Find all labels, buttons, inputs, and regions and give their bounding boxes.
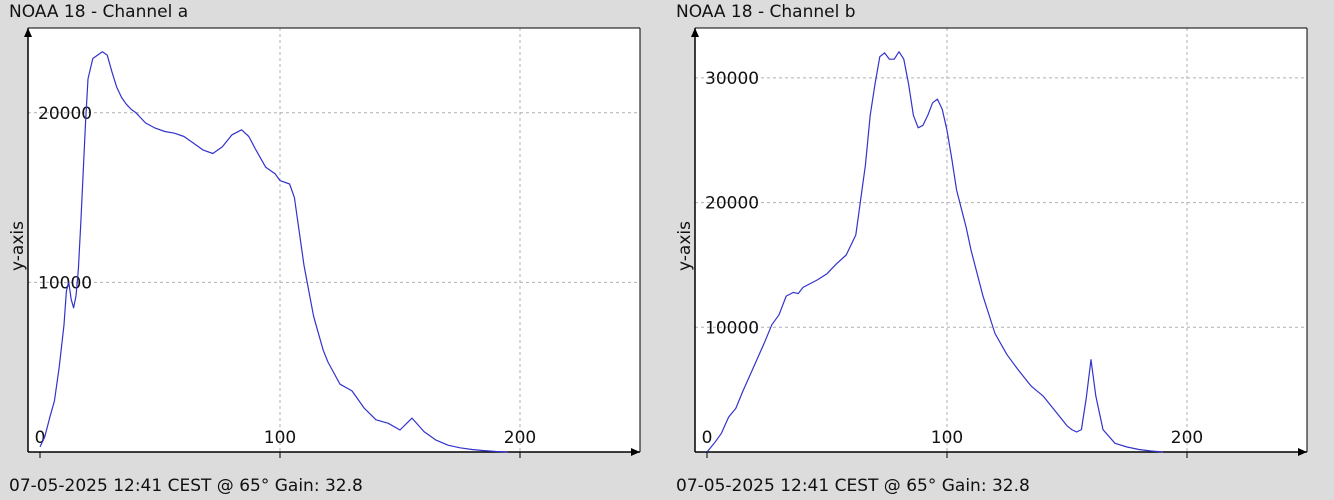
x-axis-arrow	[1298, 448, 1307, 456]
x-tick-label: 100	[264, 428, 296, 448]
x-tick-label: 100	[931, 428, 963, 448]
y-tick-label: 20000	[38, 104, 92, 124]
y-tick-label: 30000	[705, 69, 759, 89]
y-axis-arrow	[24, 28, 32, 37]
chart-title: NOAA 18 - Channel a	[9, 2, 189, 22]
series-line	[39, 51, 509, 453]
channel-b-panel: NOAA 18 - Channel b 0 100 200 10000 20000 300…	[667, 0, 1334, 500]
series-line	[706, 51, 1164, 453]
y-axis-arrow	[691, 28, 699, 37]
y-tick-label: 20000	[705, 194, 759, 214]
chart-title: NOAA 18 - Channel b	[676, 2, 856, 22]
channel-a-chart: 0 100 200 10000 20000 y-axis	[8, 27, 641, 458]
channel-a-panel: NOAA 18 - Channel a 0 100 200 10000 20000 y-a…	[8, 2, 641, 496]
y-axis-label: y-axis	[675, 221, 695, 271]
chart-footer: 07-05-2025 12:41 CEST @ 65° Gain: 32.8	[9, 476, 363, 496]
plot-area	[695, 28, 1307, 452]
channel-b-chart: 0 100 200 10000 20000 30000 y-axis	[675, 27, 1308, 458]
y-tick-label: 10000	[705, 318, 759, 338]
y-tick-label: 10000	[38, 273, 92, 293]
x-axis-arrow	[631, 448, 640, 456]
y-axis-label: y-axis	[8, 221, 28, 271]
x-tick-label: 0	[702, 428, 713, 448]
x-tick-label: 200	[504, 428, 536, 448]
chart-footer: 07-05-2025 12:41 CEST @ 65° Gain: 32.8	[676, 476, 1030, 496]
x-tick-label: 0	[35, 428, 46, 448]
plot-area	[28, 28, 640, 452]
x-tick-label: 200	[1171, 428, 1203, 448]
